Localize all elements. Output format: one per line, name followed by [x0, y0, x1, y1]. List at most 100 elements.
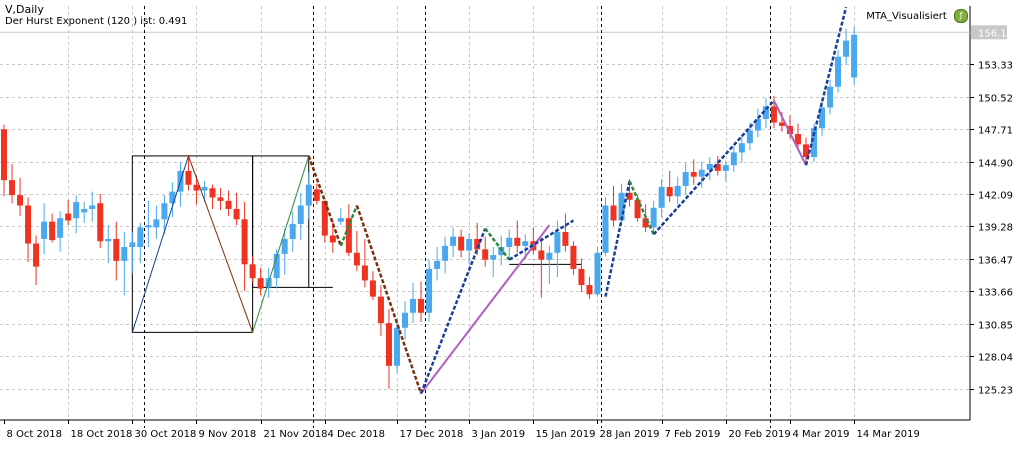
candle-body — [674, 185, 681, 197]
candle-body — [65, 213, 72, 221]
candle-body — [482, 249, 489, 260]
candle-body — [145, 225, 152, 228]
x-tick-label: 21 Nov 2018 — [264, 429, 328, 440]
candle-body — [377, 296, 384, 324]
candle-body — [57, 218, 64, 238]
candle-body — [305, 184, 312, 206]
candle-body — [273, 253, 280, 279]
x-tick-label: 20 Feb 2019 — [729, 429, 791, 440]
candle-body — [169, 191, 176, 204]
pattern-box — [252, 155, 310, 288]
candle-body — [353, 252, 360, 266]
candle-body — [217, 197, 224, 201]
candle-body — [89, 205, 96, 209]
x-tick-label: 30 Oct 2018 — [135, 429, 197, 440]
x-tick-label: 3 Jan 2019 — [472, 429, 526, 440]
y-tick-label: 128.04 — [978, 353, 1013, 364]
candle-body — [369, 280, 376, 297]
candle-body — [682, 172, 689, 186]
candle-body — [450, 236, 457, 246]
candle-body — [385, 323, 392, 366]
x-tick-label: 15 Jan 2019 — [536, 429, 596, 440]
candle-body — [41, 221, 48, 239]
candle-body — [393, 327, 400, 366]
zigzag-segment — [652, 99, 775, 236]
candle-body — [634, 199, 641, 219]
candle-body — [658, 187, 665, 208]
candle-body — [602, 205, 609, 253]
candle-body — [594, 252, 601, 295]
candle-body — [794, 134, 801, 145]
candle-body — [458, 236, 465, 251]
candle-body — [257, 278, 264, 289]
candle-body — [762, 106, 769, 120]
candle-body — [410, 298, 417, 313]
candle-body — [610, 205, 617, 221]
candle-body — [811, 128, 818, 158]
zigzag-segment — [508, 219, 575, 261]
candle-body — [626, 192, 633, 200]
candle-body — [690, 172, 697, 177]
candle-body — [578, 268, 585, 286]
candle-body — [9, 180, 16, 196]
zigzag-segment — [604, 181, 631, 297]
candle-body — [137, 227, 144, 248]
candle-body — [321, 200, 328, 236]
candle-body — [289, 223, 296, 239]
x-tick-label: 4 Mar 2019 — [793, 429, 850, 440]
y-tick-label: 136.47 — [978, 256, 1013, 267]
candle-body — [586, 285, 593, 295]
y-tick-label: 133.66 — [978, 288, 1013, 299]
candle-body — [185, 170, 192, 185]
current-price-label: 156.12 — [978, 28, 1013, 39]
candle-body — [105, 238, 112, 242]
candle-body — [434, 260, 441, 269]
candle-body — [241, 219, 248, 265]
candle-body — [442, 245, 449, 261]
pattern-line — [420, 224, 551, 395]
candle-body — [851, 34, 858, 78]
candle-body — [129, 242, 136, 248]
candle-body — [225, 200, 232, 209]
candle-body — [714, 163, 721, 171]
x-tick-label: 28 Jan 2019 — [600, 429, 660, 440]
candle-body — [730, 152, 737, 166]
candle-body — [209, 188, 216, 198]
current-price-box — [971, 25, 1007, 40]
zigzag-segment — [252, 155, 310, 333]
y-tick-label: 130.85 — [978, 321, 1013, 332]
candle-body — [538, 250, 545, 260]
candle-body — [193, 184, 200, 191]
zigzag-segment — [307, 155, 343, 247]
x-tick-label: 9 Nov 2018 — [199, 429, 257, 440]
pattern-line — [773, 100, 807, 166]
y-tick-label: 139.28 — [978, 223, 1013, 234]
candle-body — [201, 187, 208, 191]
hurst-indicator-label: Der Hurst Exponent (120 ) ist: 0.491 — [5, 16, 188, 27]
candle-body — [73, 202, 80, 219]
candle-body — [666, 187, 673, 197]
candle-body — [803, 144, 809, 158]
indicator-name-text: MTA_Visualisiert — [866, 11, 947, 22]
candle-body — [153, 219, 160, 228]
indicator-name-label[interactable]: MTA_Visualisiert ƒ — [866, 9, 968, 23]
y-tick-label: 150.52 — [978, 94, 1013, 105]
candle-body — [17, 195, 24, 206]
y-tick-label: 147.71 — [978, 126, 1013, 137]
candle-body — [778, 122, 785, 126]
zigzag-segment — [419, 228, 487, 394]
pattern-box — [131, 155, 254, 333]
candle-body — [233, 208, 240, 220]
candle-body — [514, 237, 521, 246]
indicator-settings-icon[interactable]: ƒ — [954, 9, 968, 23]
candle-body — [642, 218, 649, 228]
candle-body — [25, 205, 32, 244]
candle-body — [466, 238, 473, 251]
candle-body — [506, 237, 513, 248]
candle-body — [337, 218, 344, 222]
candle-body — [281, 238, 288, 254]
candle-body — [361, 265, 368, 281]
candle-body — [97, 203, 104, 242]
